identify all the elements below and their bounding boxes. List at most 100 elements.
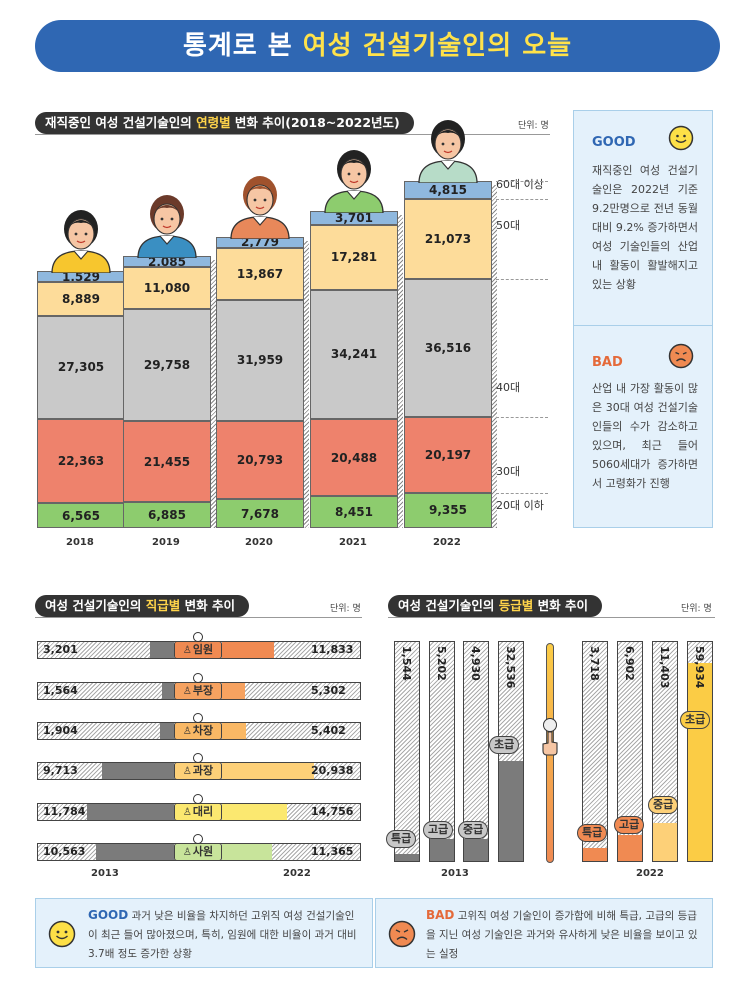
grade-title-highlight: 등급별	[498, 598, 534, 613]
age-value-label: 2,085	[148, 256, 186, 268]
age-value-label: 13,867	[236, 267, 284, 282]
year-label: 2021	[339, 537, 367, 548]
person-icon: ♙	[182, 847, 192, 858]
age-bar-segment: 20,488	[310, 418, 398, 497]
year-2022-label: 2022	[636, 868, 664, 879]
age-value-label: 6,565	[62, 508, 100, 523]
position-chart-title: 여성 건설기술인의 직급별 변화 추이	[35, 595, 249, 617]
panel-good-label: GOOD	[592, 135, 636, 150]
panel-good-text: 재직중인 여성 건설기술인은 2022년 기준 9.2만명으로 전년 동월 대비…	[592, 164, 698, 291]
grade-fill-2022	[618, 835, 642, 861]
age-chart-title: 재직중인 여성 건설기술인의 연령별 변화 추이(2018~2022년도)	[35, 112, 414, 134]
bar-2013-fill	[150, 642, 174, 658]
age-value-label: 21,455	[143, 454, 191, 469]
grade-bar-2022	[687, 641, 713, 862]
age-bar-segment: 34,241	[310, 289, 398, 419]
age-value-label: 7,678	[241, 506, 279, 521]
age-value-label: 29,758	[143, 358, 191, 373]
age-title-highlight: 연령별	[196, 115, 231, 130]
age-chart-rule	[35, 134, 550, 135]
age-group-label: 60대 이상	[496, 178, 544, 192]
age-bar-segment: 20,197	[404, 416, 492, 493]
bar-2022-fill	[222, 683, 246, 699]
grade-chart-rule	[388, 617, 715, 618]
bar-shadow	[398, 214, 403, 528]
age-value-label: 2,779	[241, 236, 279, 248]
pin-icon	[193, 794, 203, 804]
age-bar-segment: 36,516	[404, 278, 492, 417]
age-dash-line	[496, 278, 548, 280]
year-label: 2022	[433, 537, 461, 548]
bottom-bad-panel: BAD 고위직 여성 기술인이 증가함에 비해 특급, 고급의 등급을 지닌 여…	[375, 898, 713, 968]
age-bar-segment: 20,793	[216, 420, 304, 500]
bar-2013-fill	[102, 763, 174, 779]
age-value-label: 9,355	[429, 503, 467, 518]
position-tag: ♙부장	[174, 682, 222, 700]
person-figure-icon	[51, 210, 111, 274]
age-value-label: 34,241	[330, 347, 378, 362]
age-value-label: 36,516	[424, 340, 472, 355]
grade-callout-2022: 초급	[680, 711, 711, 729]
age-dash-line	[496, 492, 548, 494]
age-bar-segment: 21,073	[404, 199, 492, 279]
value-2022: 5,302	[311, 684, 346, 697]
grade-callout-2013: 고급	[423, 821, 454, 839]
person-icon: ♙	[182, 726, 192, 737]
bottom-good-text-wrap: GOOD 과거 낮은 비율을 차지하던 고위직 여성 건설기술인이 최근 들어 …	[88, 906, 362, 964]
age-value-label: 20,197	[424, 447, 472, 462]
position-tag: ♙사원	[174, 843, 222, 861]
pin-icon	[193, 713, 203, 723]
grade-title-prefix: 여성 건설기술인의	[398, 598, 499, 613]
age-title-prefix: 재직중인 여성 건설기술인의	[45, 115, 197, 130]
position-label: 대리	[192, 805, 214, 818]
year-label: 2018	[66, 537, 94, 548]
age-value-label: 4,815	[429, 183, 467, 198]
person-icon: ♙	[182, 686, 192, 697]
position-label: 사원	[192, 845, 214, 858]
grade-value-2013: 32,536	[504, 646, 517, 689]
value-2013: 1,564	[43, 684, 78, 697]
age-value-label: 22,363	[57, 454, 105, 469]
panel-bad-label: BAD	[592, 355, 623, 370]
position-label: 임원	[192, 643, 214, 656]
value-2022: 5,402	[311, 724, 346, 737]
grade-callout-2013: 중급	[458, 821, 489, 839]
bar-2013-fill	[95, 844, 174, 860]
age-group-label: 30대	[496, 464, 521, 478]
position-tag: ♙과장	[174, 762, 222, 780]
position-title-prefix: 여성 건설기술인의	[45, 598, 146, 613]
value-2022: 14,756	[311, 805, 354, 818]
age-value-label: 6,885	[148, 508, 186, 522]
person-icon: ♙	[182, 645, 192, 656]
pin-icon	[193, 753, 203, 763]
age-value-label: 3,701	[335, 210, 373, 225]
panel-bad-text: 산업 내 가장 활동이 많은 30대 여성 건설기술인들의 수가 감소하고 있으…	[592, 382, 698, 490]
value-2022: 20,938	[311, 764, 354, 777]
grade-value-2013: 5,202	[435, 646, 448, 681]
bar-2013-fill	[159, 723, 174, 739]
grade-bar-2022	[652, 641, 678, 862]
age-bar-segment: 4,815	[404, 181, 492, 200]
bar-2022-fill	[222, 763, 315, 779]
grade-fill-2013	[430, 839, 454, 861]
grade-fill-2013	[464, 839, 488, 861]
sad-face-icon	[668, 343, 694, 369]
value-2013: 9,713	[43, 764, 78, 777]
grade-callout-2022: 중급	[648, 796, 679, 814]
age-bar-segment: 13,867	[216, 247, 304, 301]
panel-divider	[574, 325, 712, 326]
grade-value-2022: 59,934	[693, 646, 706, 689]
grade-callout-2022: 특급	[577, 824, 608, 842]
grade-callout-2022: 고급	[614, 816, 645, 834]
person-figure-icon	[324, 149, 384, 213]
grade-fill-2022	[653, 823, 677, 861]
position-title-highlight: 직급별	[145, 598, 181, 613]
position-chart-rule	[35, 617, 362, 618]
pointing-hand-icon	[542, 731, 558, 756]
position-tag: ♙임원	[174, 641, 222, 659]
age-value-label: 11,080	[143, 281, 191, 296]
age-chart-unit: 단위: 명	[518, 121, 549, 131]
smile-face-icon	[48, 920, 76, 948]
age-value-label: 21,073	[424, 232, 472, 247]
age-bar-segment: 6,885	[123, 502, 211, 528]
